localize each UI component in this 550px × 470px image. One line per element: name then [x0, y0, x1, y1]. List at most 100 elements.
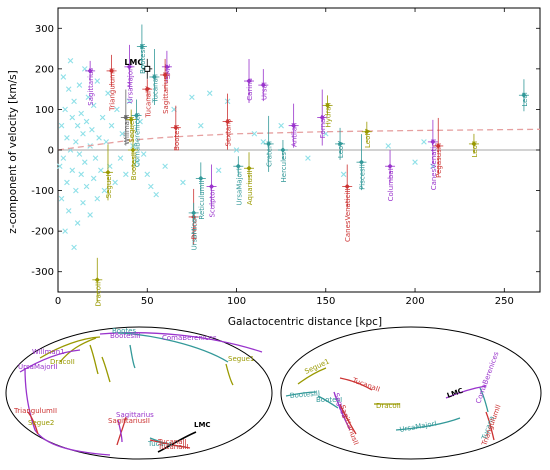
galaxy-marker	[324, 102, 331, 108]
galaxy-label: LeoIV	[364, 129, 372, 148]
sky-label: LMC	[194, 421, 211, 429]
galaxy-label: SegueI	[105, 174, 113, 198]
background-star-marker	[80, 199, 86, 206]
sky-label: TucanaII	[350, 376, 381, 394]
background-star-marker	[89, 126, 95, 133]
y-tick-label: -100	[31, 186, 54, 197]
background-star-marker	[87, 212, 93, 218]
background-star-marker	[71, 98, 77, 105]
y-tick-label: -200	[31, 227, 54, 238]
background-star-marker	[64, 179, 70, 186]
background-star-marker	[83, 118, 90, 125]
background-star-marker	[64, 135, 70, 141]
galaxy-label: Sextans	[225, 118, 233, 146]
galaxy-marker	[246, 165, 252, 171]
background-star-marker	[62, 228, 68, 234]
trend-curve	[57, 128, 541, 151]
sky-projection-right: Segue1TucanaIIBootesIIIBootesISegue2Sagi…	[280, 326, 542, 460]
galaxy-marker	[128, 116, 134, 123]
galaxy-marker	[430, 139, 436, 145]
background-star-marker	[81, 66, 88, 72]
sky-label: TucanaIII	[157, 443, 189, 451]
galaxy-marker	[123, 114, 129, 121]
sky-label: Willman1	[32, 348, 65, 356]
background-star-marker	[85, 94, 92, 101]
y-tick-label: 200	[35, 64, 54, 75]
sky-ellipse-left	[5, 326, 273, 460]
background-star-marker	[340, 171, 347, 178]
galaxy-label: PegasusIII	[435, 143, 443, 178]
track	[89, 344, 99, 375]
track	[24, 367, 111, 456]
sky-ellipse-right	[280, 326, 542, 460]
velocity-distance-plot: Sagittarius TriangulumII UrsaMajorII Willma…	[31, 7, 541, 307]
background-star-marker	[133, 159, 140, 165]
galaxy-label: TriangulumII	[109, 68, 117, 112]
galaxy-label: Sagittarius	[87, 68, 95, 106]
galaxy-label: Carina	[246, 78, 254, 101]
background-star-marker	[62, 106, 68, 113]
background-star-marker	[94, 78, 101, 84]
sky-label: Segue2	[28, 419, 54, 427]
galaxy-label: CanesVenaticiII	[344, 189, 352, 242]
sky-label: ComaBerenices	[474, 350, 500, 404]
background-star-marker	[215, 167, 222, 174]
sky-label: TucanaII	[157, 438, 187, 446]
sky-tracks-left	[19, 332, 263, 456]
background-star-marker	[421, 139, 427, 145]
background-star-marker	[60, 155, 67, 161]
track	[129, 344, 136, 369]
x-tick-label: 200	[405, 296, 424, 307]
background-star-marker	[71, 244, 77, 251]
galaxy-label: DracoII	[94, 282, 102, 307]
galaxy-label: PiscesII	[358, 164, 366, 190]
galaxy-label: LMC	[124, 58, 143, 67]
track	[333, 391, 351, 431]
track	[297, 367, 327, 385]
galaxy-marker	[133, 112, 140, 119]
track	[99, 332, 263, 353]
sky-label: SagittariusII	[108, 417, 150, 425]
galaxy-marker	[173, 125, 179, 131]
galaxy-marker	[364, 129, 370, 135]
sky-label: Bootes	[112, 327, 136, 335]
background-star-marker	[162, 163, 168, 170]
background-star-marker	[278, 122, 284, 129]
galaxy-label: SagittariusII	[162, 72, 170, 114]
galaxy-label: Draco	[191, 219, 199, 240]
galaxy-marker	[198, 175, 204, 181]
galaxy-marker	[260, 82, 266, 88]
galaxy-marker-lmc	[144, 65, 151, 72]
background-star-marker	[260, 139, 267, 145]
background-star-marker	[65, 208, 72, 214]
galaxy-label: BootesII	[130, 152, 138, 180]
background-star-marker	[76, 151, 83, 157]
track	[59, 337, 97, 363]
galaxy-marker	[337, 141, 343, 147]
y-tick-label: 100	[35, 105, 54, 116]
sky-label: BootesI	[316, 396, 342, 404]
galaxy-label: BootesIII	[139, 44, 147, 74]
sky-label: TriangulumII	[13, 407, 57, 415]
background-star-marker	[69, 114, 76, 121]
background-star-marker	[189, 94, 195, 101]
sky-tracks-right	[285, 367, 495, 441]
y-tick-label: 0	[48, 146, 54, 157]
track	[157, 431, 197, 453]
background-star-marker	[65, 86, 72, 92]
background-star-marker	[206, 90, 213, 96]
background-star-marker	[126, 98, 133, 105]
galaxy-marker	[224, 119, 231, 125]
background-star-marker	[233, 147, 240, 153]
galaxy-label: UrsaMajorI	[235, 168, 243, 205]
track	[285, 391, 317, 397]
x-tick-label: 150	[316, 296, 335, 307]
galaxy-label: Sculptor	[209, 188, 217, 217]
sky-label: UrsaMajorI	[399, 420, 437, 434]
x-tick-label: 100	[227, 296, 246, 307]
galaxy-label: ColumbaI	[387, 168, 395, 201]
galaxy-label: WillmanI	[123, 115, 131, 145]
background-star-marker	[148, 183, 154, 190]
